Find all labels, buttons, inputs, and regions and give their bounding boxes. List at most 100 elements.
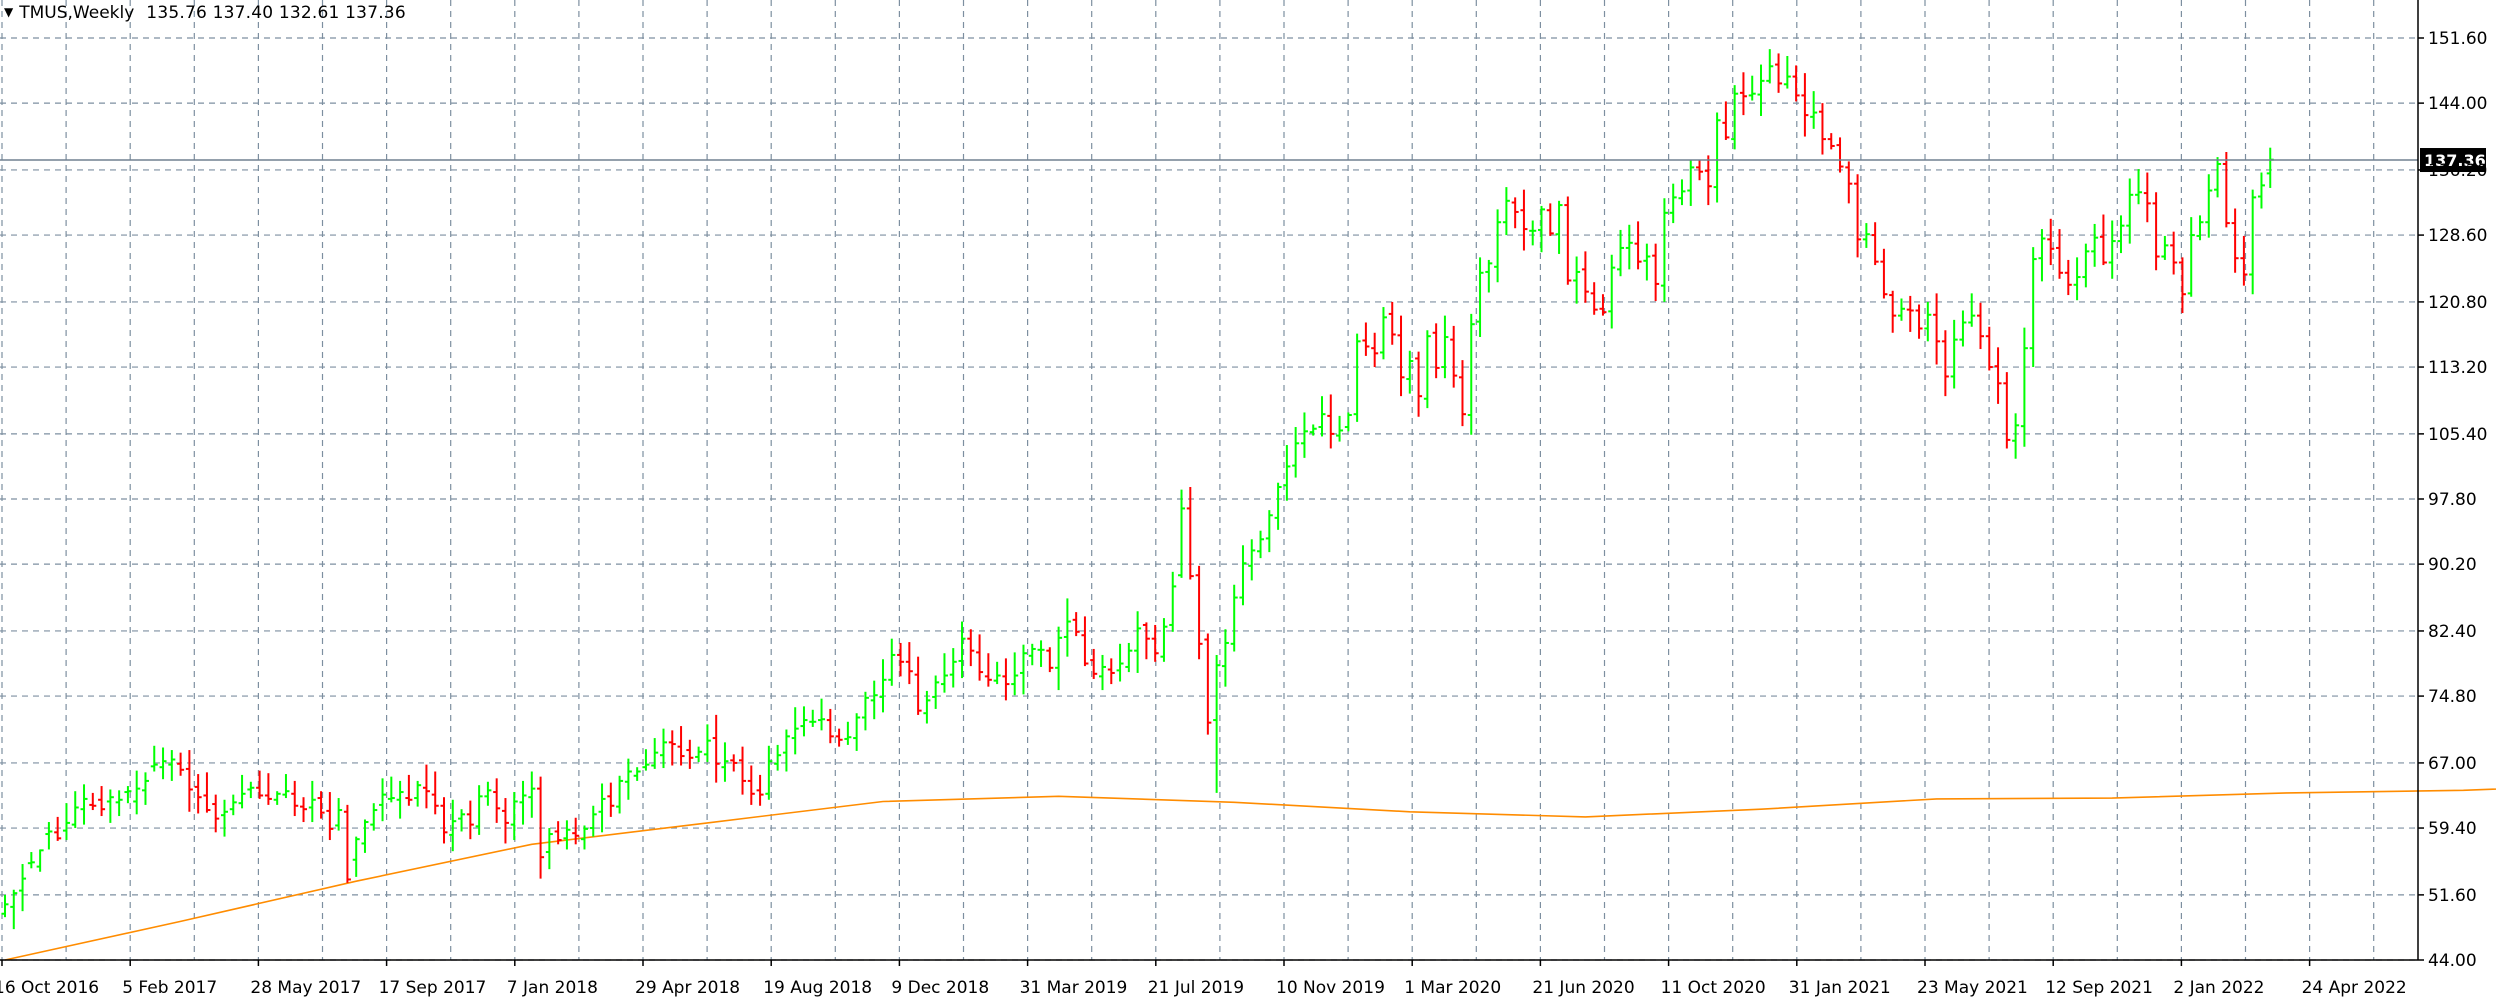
ohlc-bar	[739, 746, 747, 795]
x-tick-label: 23 May 2021	[1917, 978, 2028, 998]
ohlc-bar	[2064, 259, 2072, 296]
ohlc-bar	[835, 728, 843, 747]
ohlc-bar	[36, 849, 44, 872]
ohlc-bar	[1511, 197, 1519, 229]
ohlc-bar	[677, 726, 685, 766]
ohlc-bar	[124, 786, 132, 804]
ohlc-bar	[2266, 147, 2274, 188]
ohlc-bar	[1704, 155, 1712, 206]
ohlc-bar	[721, 742, 729, 782]
ohlc-bar	[1520, 189, 1528, 251]
symbol-timeframe: TMUS,Weekly	[19, 3, 135, 23]
x-tick-label: 2 Jan 2022	[2173, 978, 2264, 998]
ohlc-bar	[185, 750, 193, 812]
ohlc-bar	[1265, 510, 1273, 553]
ohlc-bar	[1897, 298, 1905, 321]
ohlc-bar	[1643, 243, 1651, 281]
ohlc-bar	[1379, 307, 1387, 360]
ohlc-bar	[2029, 247, 2037, 368]
ohlc-bar	[62, 803, 70, 841]
y-tick-label: 59.40	[2428, 819, 2477, 839]
ohlc-bar	[1450, 325, 1458, 388]
ohlc-bar	[1406, 350, 1414, 394]
ohlc-bar	[1529, 220, 1537, 246]
ohlc-bar	[897, 642, 905, 677]
ohlc-bar	[1327, 394, 1335, 449]
ohlc-bar	[1669, 183, 1677, 224]
ohlc-bar	[440, 797, 448, 844]
ohlc-bar	[1397, 315, 1405, 397]
ohlc-bar	[2240, 235, 2248, 286]
ohlc-bar	[984, 653, 992, 687]
ohlc-bar	[1766, 49, 1774, 84]
ohlc-bar	[1775, 53, 1783, 93]
ohlc-bar	[1160, 618, 1168, 662]
ohlc-bar	[1274, 482, 1282, 530]
ohlc-bar	[642, 749, 650, 771]
x-tick-label: 21 Jul 2019	[1148, 978, 1244, 998]
ohlc-bar	[993, 661, 1001, 685]
ohlc-bar	[2161, 235, 2169, 260]
ohlc-bar	[1090, 648, 1098, 679]
y-tick-label: 136.20	[2428, 161, 2487, 181]
ohlc-bar	[1959, 310, 1967, 347]
ohlc-bar	[651, 738, 659, 769]
ohlc-bar	[572, 817, 580, 845]
y-tick-label: 67.00	[2428, 754, 2477, 774]
ohlc-bar	[431, 771, 439, 815]
ohlc-bar	[1458, 360, 1466, 427]
ohlc-bar	[1687, 159, 1695, 206]
ohlc-bar	[1581, 251, 1589, 303]
ohlc-bar	[1415, 351, 1423, 417]
current-price-label-bg	[2420, 148, 2486, 173]
ohlc-bar	[1019, 644, 1027, 695]
ohlc-bar	[1239, 545, 1247, 606]
ohlc-bar	[2091, 223, 2099, 267]
ohlc-bar	[2187, 217, 2195, 297]
ohlc-bar	[1011, 652, 1019, 696]
ohlc-bar	[1836, 137, 1844, 173]
ohlc-bar	[10, 889, 18, 930]
ohlc-bar	[826, 708, 834, 744]
ohlc-bar	[493, 778, 501, 823]
ohlc-bar	[19, 864, 27, 912]
ohlc-bar	[2056, 229, 2064, 279]
ohlc-bar	[1546, 203, 1554, 236]
ohlc-bar	[1248, 539, 1256, 581]
ohlc-bar	[1063, 598, 1071, 657]
ohlc-bar	[1432, 323, 1440, 379]
ohlc-bar	[1564, 196, 1572, 285]
x-tick-label: 10 Nov 2019	[1276, 978, 1385, 998]
ohlc-bar	[2047, 218, 2055, 266]
ohlc-bar	[660, 728, 667, 769]
ohlc-bar	[554, 821, 562, 845]
ohlc-bar	[1590, 282, 1598, 315]
ohlc-bar	[466, 800, 474, 840]
x-tick-label: 21 Jun 2020	[1532, 978, 1634, 998]
ohlc-bar	[589, 805, 597, 837]
ohlc-bar	[1107, 658, 1115, 685]
ohlc-bar	[1186, 487, 1194, 580]
ohlc-bar	[1906, 295, 1914, 332]
y-tick-label: 151.60	[2428, 29, 2487, 49]
ohlc-bar	[1362, 322, 1370, 356]
ohlc-bar	[2257, 172, 2265, 209]
ohlc-bar	[1467, 313, 1475, 435]
ohlc-bar	[1994, 347, 2002, 404]
ohlc-bar	[2205, 174, 2213, 238]
y-axis-tick-labels: 151.60 144.00 136.20 128.60 120.80 113.20 105.…	[2418, 29, 2487, 971]
ohlc-bar	[141, 772, 149, 805]
triangle-down-icon[interactable]: ▼	[4, 5, 14, 19]
ohlc-bar	[1423, 330, 1431, 409]
ohlc-bar	[177, 752, 185, 776]
current-price-layer: 137.36	[0, 148, 2486, 173]
ohlc-bar	[300, 797, 308, 823]
ohlc-bar	[1599, 294, 1607, 316]
ohlc-bar	[1731, 85, 1739, 150]
ohlc-bar	[1608, 254, 1616, 329]
ohlc-bar	[80, 784, 88, 825]
ohlc-bar	[2214, 157, 2222, 198]
ohlc-bar	[1485, 259, 1493, 293]
